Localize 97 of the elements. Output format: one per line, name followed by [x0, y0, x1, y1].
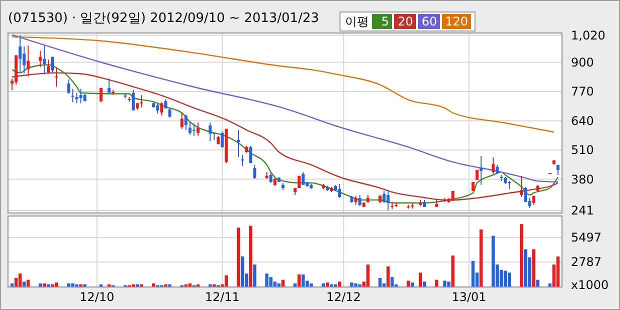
line-series: [11, 36, 555, 133]
bar: [265, 274, 268, 287]
candlestick: [132, 89, 135, 111]
bar: [451, 256, 454, 287]
text: 120: [445, 14, 468, 28]
candlestick: [241, 154, 244, 166]
bar: [366, 264, 370, 287]
candlestick: [236, 129, 240, 158]
bar: [471, 260, 475, 287]
bar: [253, 264, 256, 287]
bar: [406, 280, 410, 287]
candlestick: [386, 190, 390, 212]
candlestick: [492, 156, 495, 174]
y-tick-label: 640: [571, 114, 594, 128]
candlestick: [249, 145, 252, 164]
candlestick: [188, 122, 192, 136]
line-series: [11, 34, 559, 183]
bar: [269, 277, 272, 287]
bar: [480, 229, 483, 287]
candlestick: [382, 190, 386, 204]
y-axis-title: x1000: [571, 278, 609, 292]
bar: [508, 272, 512, 287]
bar: [492, 236, 495, 287]
x-tick-label: 12/10: [80, 290, 114, 304]
bar: [67, 283, 70, 287]
candlestick: [196, 122, 200, 136]
candlestick: [476, 170, 479, 180]
bar: [240, 256, 244, 287]
text: 20: [398, 14, 413, 28]
bar: [350, 282, 354, 287]
candlestick: [100, 87, 103, 103]
candlestick: [180, 112, 184, 130]
text: 60: [422, 14, 437, 28]
bar: [443, 280, 446, 287]
bar: [386, 266, 390, 287]
candlestick: [50, 56, 54, 73]
bar: [354, 283, 358, 287]
bar: [556, 256, 560, 287]
x-tick-label: 12/12: [326, 290, 361, 304]
candlestick: [269, 172, 272, 184]
candlestick: [192, 122, 196, 136]
candlestick: [79, 88, 82, 104]
chart-title: (071530) · 일간(92일) 2012/09/10 ~ 2013/01/23: [8, 11, 319, 26]
bar: [520, 224, 524, 287]
candlestick: [67, 79, 70, 94]
x-tick-label: 12/11: [205, 290, 240, 304]
candlestick: [524, 186, 528, 202]
bar: [22, 282, 26, 287]
candlestick: [338, 183, 342, 198]
bar: [298, 274, 301, 287]
bar: [418, 272, 422, 287]
candlestick: [55, 66, 58, 88]
y-tick-label: 241: [571, 204, 594, 218]
candlestick: [220, 131, 224, 148]
candlestick: [18, 34, 22, 73]
candlestick: [358, 194, 362, 207]
bar: [390, 277, 394, 287]
y-tick-label: 900: [571, 55, 594, 70]
candlestick: [164, 98, 168, 109]
bar: [236, 228, 240, 287]
y-tick-label: 1,020: [571, 28, 606, 42]
candlestick: [480, 156, 483, 186]
candlestick: [208, 122, 212, 142]
bar: [302, 274, 305, 287]
y-tick-label: 770: [571, 84, 594, 98]
bar: [504, 270, 507, 287]
bar: [310, 283, 313, 287]
x-tick-label: 13/01: [452, 290, 486, 304]
bar: [536, 280, 540, 287]
bar: [447, 282, 450, 287]
candlestick: [38, 50, 42, 68]
candlestick: [46, 59, 50, 73]
candlestick: [520, 175, 524, 198]
candlestick: [22, 46, 26, 74]
candlestick: [253, 164, 256, 180]
candlestick: [71, 88, 74, 103]
candlestick: [140, 94, 143, 108]
candlestick: [42, 45, 46, 75]
bar: [18, 274, 22, 287]
candlestick: [26, 45, 30, 77]
candlestick: [156, 102, 160, 114]
bar: [532, 249, 536, 287]
text: 5: [381, 14, 389, 28]
bar: [26, 280, 30, 287]
bar: [249, 226, 252, 287]
candlestick: [160, 102, 164, 116]
y-tick-label: 510: [571, 143, 594, 157]
bar: [524, 249, 528, 287]
y-tick-label: 5497: [571, 230, 602, 245]
candlestick: [184, 114, 188, 131]
candlestick: [75, 92, 78, 104]
candlestick: [108, 78, 111, 94]
candlestick: [302, 172, 305, 186]
y-tick-label: 2787: [571, 254, 602, 269]
bar: [71, 283, 74, 287]
y-tick-label: 380: [571, 172, 594, 186]
legend-title: 이평: [345, 14, 369, 28]
